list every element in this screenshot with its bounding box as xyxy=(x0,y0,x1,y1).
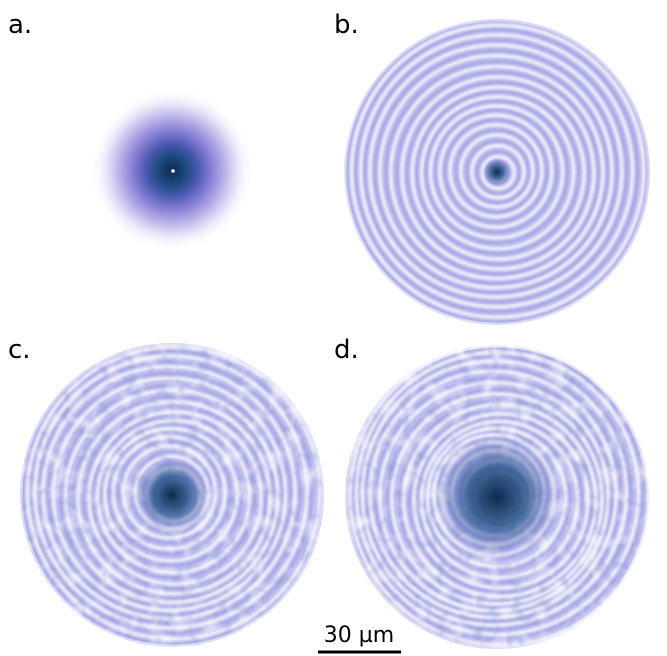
panel-label: b. xyxy=(334,10,359,40)
core xyxy=(134,457,210,533)
page: a. b. c. d. 30 µm (() => { const data = … xyxy=(0,0,667,656)
panel-images xyxy=(20,11,659,650)
ring-pattern xyxy=(337,11,659,333)
core xyxy=(435,435,559,559)
ring-pattern xyxy=(20,342,325,647)
core xyxy=(483,158,511,186)
ring-pattern xyxy=(345,341,655,650)
panel-label: d. xyxy=(334,335,359,365)
center-dot xyxy=(171,169,175,173)
panel-label: c. xyxy=(8,335,31,365)
panel-label: a. xyxy=(8,10,32,40)
scale-bar-label: 30 µm xyxy=(324,623,394,648)
figure: a. b. c. d. 30 µm xyxy=(0,0,667,656)
